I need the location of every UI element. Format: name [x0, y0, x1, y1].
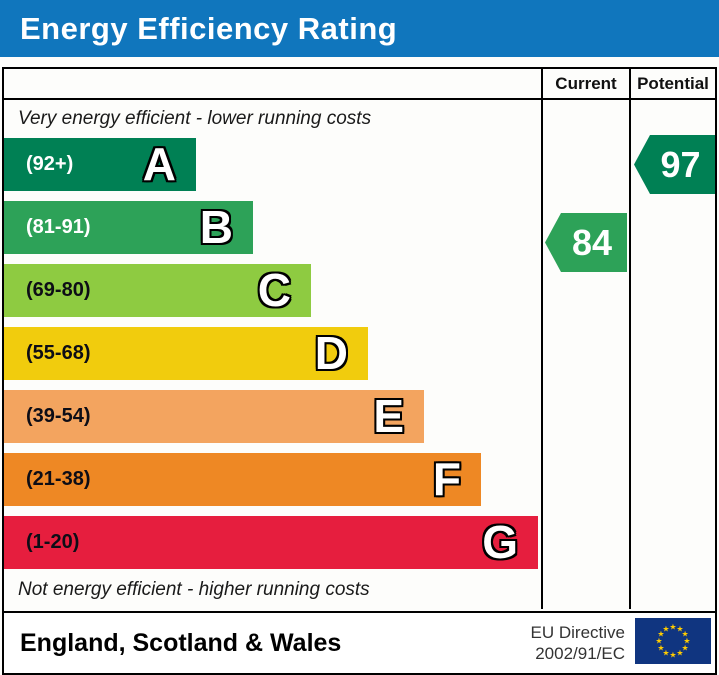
- svg-text:★: ★: [683, 636, 690, 645]
- table-body-row: Very energy efficient - lower running co…: [4, 100, 715, 609]
- band-letter: D: [314, 327, 348, 379]
- band-row: (69-80) C: [4, 264, 541, 317]
- band-letter: B: [199, 201, 233, 253]
- band-row: (1-20) G: [4, 516, 541, 569]
- svg-text:★: ★: [676, 648, 683, 657]
- svg-text:★: ★: [662, 648, 669, 657]
- svg-text:★: ★: [682, 643, 689, 652]
- band-bar: (21-38) F: [4, 453, 481, 506]
- svg-text:★: ★: [655, 636, 662, 645]
- header-cell-current: Current: [541, 69, 629, 98]
- rating-table: Current Potential Very energy efficient …: [2, 67, 717, 613]
- band-letter: G: [482, 516, 518, 568]
- band-range-label: (1-20): [26, 531, 80, 553]
- svg-text:★: ★: [669, 650, 676, 659]
- band-row: (39-54) E: [4, 390, 541, 443]
- bottom-note: Not energy efficient - higher running co…: [18, 579, 370, 600]
- svg-text:★: ★: [669, 622, 676, 631]
- potential-rating-value: 97: [660, 143, 701, 185]
- region-label: England, Scotland & Wales: [20, 628, 342, 657]
- top-note: Very energy efficient - lower running co…: [18, 108, 372, 129]
- band-range-label: (55-68): [26, 342, 91, 364]
- bands-cell: Very energy efficient - lower running co…: [4, 100, 541, 609]
- header-cell-potential: Potential: [629, 69, 715, 98]
- band-bar: (55-68) D: [4, 327, 368, 380]
- band-range-label: (69-80): [26, 279, 91, 301]
- band-range-label: (92+): [26, 153, 74, 175]
- band-letter: A: [142, 138, 176, 190]
- svg-text:★: ★: [676, 624, 683, 633]
- eu-directive-label: EU Directive 2002/91/EC: [531, 622, 635, 665]
- band-bar: (81-91) B: [4, 201, 253, 254]
- band-bar: (69-80) C: [4, 264, 311, 317]
- current-rating-arrow: 84: [545, 213, 627, 272]
- band-letter: E: [373, 390, 404, 442]
- svg-text:★: ★: [657, 629, 664, 638]
- band-range-label: (39-54): [26, 405, 91, 427]
- band-row: (21-38) F: [4, 453, 541, 506]
- band-bar: (39-54) E: [4, 390, 424, 443]
- title-bar: Energy Efficiency Rating: [0, 0, 719, 57]
- footer-bar: England, Scotland & Wales EU Directive 2…: [2, 611, 717, 675]
- band-bar: (1-20) G: [4, 516, 538, 569]
- band-letter: C: [257, 264, 291, 316]
- header-cell-empty: [4, 69, 541, 98]
- band-range-label: (81-91): [26, 216, 91, 238]
- band-bar: (92+) A: [4, 138, 196, 191]
- page-title: Energy Efficiency Rating: [20, 10, 398, 46]
- bands: (92+) A (81-91) B (69-80) C (55-68) D (3…: [4, 138, 541, 579]
- band-letter: F: [432, 453, 461, 505]
- band-range-label: (21-38): [26, 468, 91, 490]
- svg-text:★: ★: [682, 629, 689, 638]
- band-row: (55-68) D: [4, 327, 541, 380]
- eu-flag-icon: ★ ★ ★ ★ ★ ★ ★ ★ ★ ★ ★ ★: [635, 617, 711, 669]
- potential-rating-arrow: 97: [634, 135, 715, 194]
- band-row: (81-91) B: [4, 201, 541, 254]
- svg-text:★: ★: [662, 624, 669, 633]
- svg-text:★: ★: [657, 643, 664, 652]
- table-header-row: Current Potential: [4, 69, 715, 100]
- current-rating-cell: 84: [541, 100, 629, 609]
- current-rating-value: 84: [571, 221, 613, 263]
- eu-directive-line1: EU Directive: [530, 622, 625, 642]
- potential-rating-cell: 97: [629, 100, 715, 609]
- eu-directive-line2: 2002/91/EC: [535, 644, 625, 663]
- band-row: (92+) A: [4, 138, 541, 191]
